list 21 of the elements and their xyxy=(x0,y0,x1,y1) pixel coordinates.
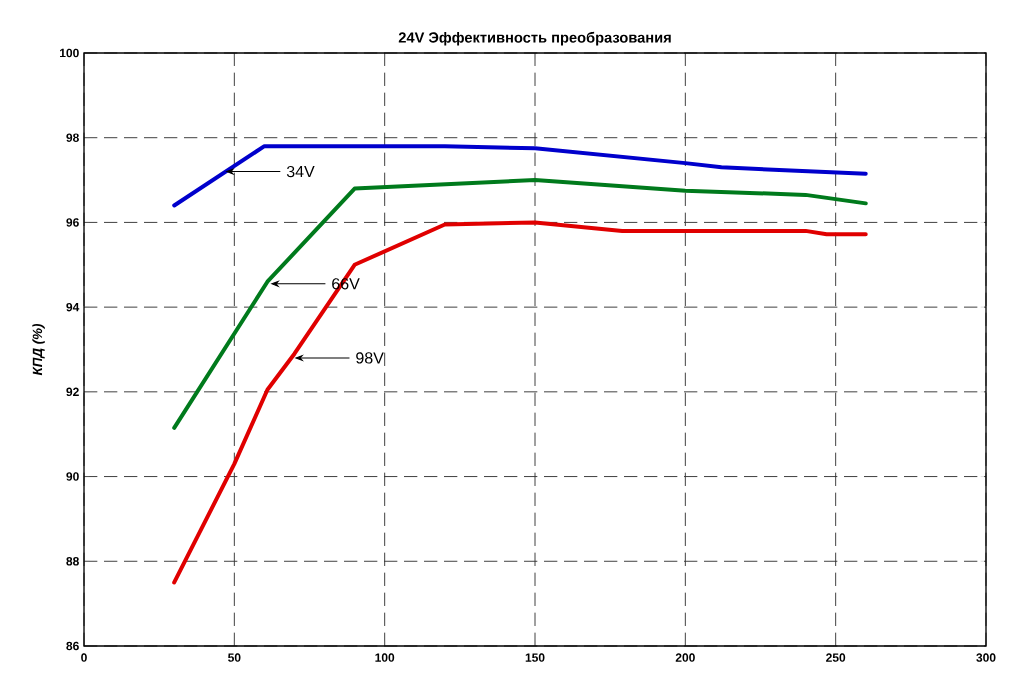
y-tick-label: 94 xyxy=(66,302,80,312)
x-tick-label: 250 xyxy=(826,653,846,662)
x-tick-label: 200 xyxy=(675,653,695,662)
x-tick-label: 300 xyxy=(976,653,996,662)
line-series xyxy=(172,144,868,208)
y-tick-label: 96 xyxy=(66,218,79,227)
y-tick-label: 92 xyxy=(66,387,79,397)
y-tick-label: 98 xyxy=(66,133,79,142)
y-tick-label: 90 xyxy=(66,472,79,481)
y-tick-label: 86 xyxy=(66,641,79,651)
annotation: 34V xyxy=(286,165,315,178)
x-tick-label: 150 xyxy=(525,653,545,662)
line-series xyxy=(172,178,868,430)
x-tick-label: 100 xyxy=(375,653,395,662)
x-tick-label: 0 xyxy=(81,653,87,662)
y-axis-title: КПД (%) xyxy=(32,323,45,376)
annotation: 98V xyxy=(356,352,384,364)
y-tick-label: 88 xyxy=(66,557,79,566)
y-tick-label: 100 xyxy=(60,48,79,58)
chart-title: 24V Эффективность преобразования xyxy=(398,31,671,46)
x-tick-label: 50 xyxy=(228,653,241,662)
